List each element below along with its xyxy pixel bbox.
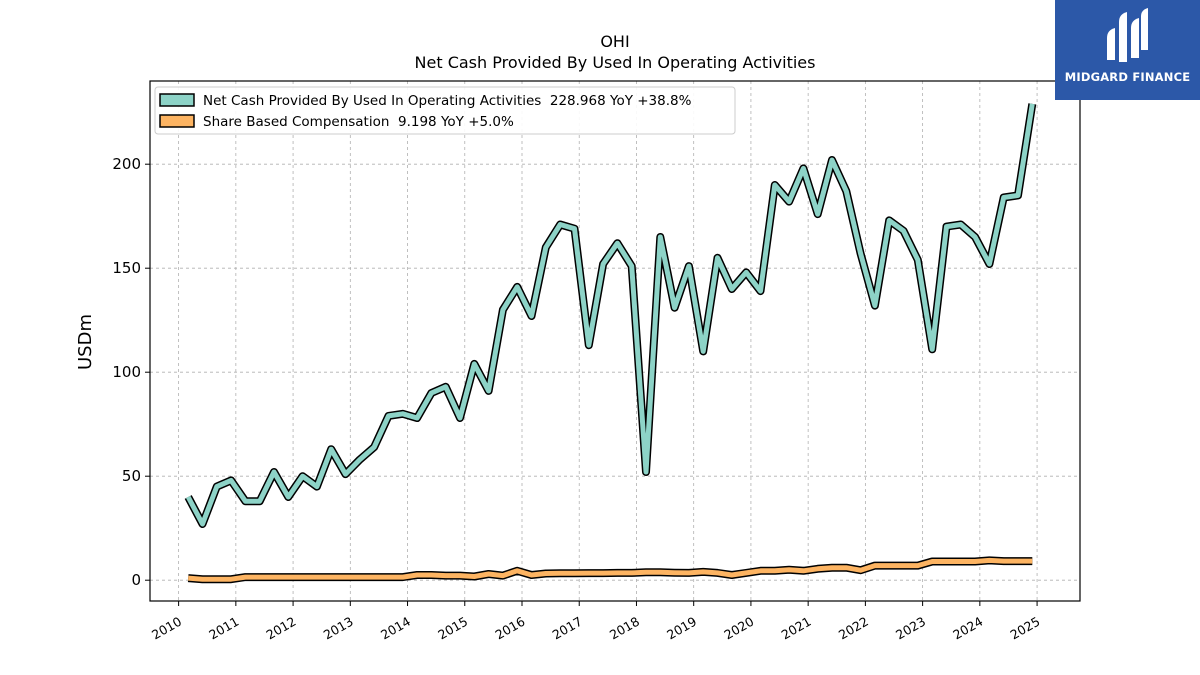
x-tick-label: 2015 — [435, 614, 470, 643]
legend-label-share-comp: Share Based Compensation 9.198 YoY +5.0% — [203, 114, 514, 130]
y-tick-label: 200 — [112, 155, 141, 173]
series-line-1 — [188, 557, 1033, 582]
x-tick-label: 2023 — [893, 614, 928, 643]
x-tick-label: 2014 — [378, 614, 413, 643]
series-line-0 — [185, 103, 1035, 527]
chart-title: OHI — [600, 32, 629, 51]
x-axis: 2010 2011 2012 2013 2014 2015 2016 2017 2018 2019… — [149, 601, 1043, 643]
legend-box — [154, 86, 736, 135]
legend-label-net-cash: Net Cash Provided By Used In Operating A… — [203, 93, 692, 109]
x-tick-label: 2024 — [950, 614, 985, 643]
y-tick-label: 50 — [122, 467, 141, 485]
plot-frame — [149, 80, 1081, 602]
brand-name: MIDGARD FINANCE — [1064, 70, 1191, 84]
x-tick-label: 2019 — [664, 614, 699, 643]
x-tick-label: 2017 — [550, 614, 585, 643]
grid-lines — [150, 81, 1080, 601]
x-tick-label: 2012 — [264, 614, 299, 643]
y-axis: 0 50 100 150 200 — [112, 155, 150, 589]
x-tick-label: 2018 — [607, 614, 642, 643]
series-layer — [184, 103, 1037, 584]
x-tick-label: 2011 — [206, 614, 241, 643]
x-tick-label: 2016 — [492, 614, 527, 643]
chart-subtitle: Net Cash Provided By Used In Operating A… — [415, 53, 816, 72]
x-tick-label: 2010 — [149, 614, 184, 643]
legend: Net Cash Provided By Used In Operating A… — [154, 86, 736, 135]
midgard-logo-icon — [1107, 8, 1148, 62]
x-tick-label: 2021 — [779, 614, 814, 643]
y-axis-label: USDm — [75, 314, 96, 370]
legend-swatch-net-cash — [159, 93, 195, 107]
x-tick-label: 2020 — [721, 614, 756, 643]
y-tick-label: 150 — [112, 259, 141, 277]
y-tick-label: 0 — [131, 571, 141, 589]
y-tick-label: 100 — [112, 363, 141, 381]
x-tick-label: 2022 — [836, 614, 871, 643]
series-outline-0 — [184, 103, 1037, 528]
legend-swatch-share-comp — [159, 114, 195, 128]
brand-logo: MIDGARD FINANCE — [1055, 0, 1200, 100]
x-tick-label: 2013 — [321, 614, 356, 643]
x-tick-label: 2025 — [1008, 614, 1043, 643]
